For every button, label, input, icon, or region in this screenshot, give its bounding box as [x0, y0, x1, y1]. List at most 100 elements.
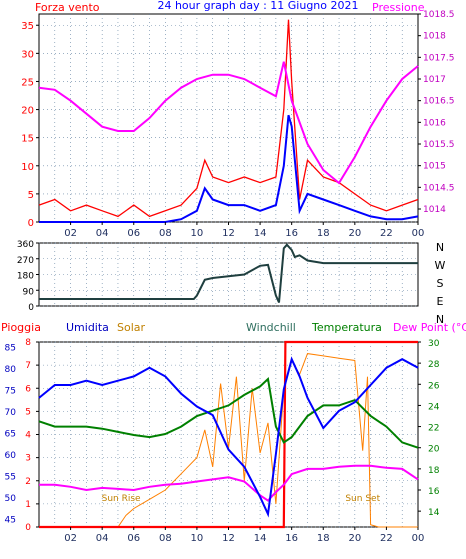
bottom-x-tick-label: 20: [348, 533, 361, 544]
humidity-y-tick-label: 65: [5, 429, 16, 439]
wind-x-tick-label: 20: [348, 228, 361, 239]
temp-y-tick-label: 18: [428, 466, 440, 476]
temp-y-tick-label: 16: [428, 487, 440, 497]
humidity-y-tick-label: 80: [5, 365, 17, 375]
humidity-y-tick-label: 75: [5, 386, 16, 396]
wind-gust-series-line: [38, 19, 419, 218]
pressure-y-tick-label: 1014.5: [423, 183, 455, 193]
rain-y-tick-label: 0: [25, 523, 31, 533]
wind-x-tick-label: 08: [159, 228, 172, 239]
temp-y-tick-label: 24: [428, 402, 440, 412]
wind-y-tick-label: 15: [21, 134, 34, 145]
wind-y-tick-label: 25: [21, 77, 34, 88]
rain-y-tick-label: 2: [25, 477, 31, 487]
temp-y-tick-label: 26: [428, 381, 440, 391]
bottom-x-tick-label: 08: [159, 533, 172, 544]
pressure-y-tick-label: 1016.5: [423, 97, 455, 107]
rain-humidity-temp-panel: 8765432108580757065605550453028262422201…: [5, 338, 440, 544]
rain-y-tick-label: 1: [25, 500, 31, 510]
wind-y-tick-label: 30: [21, 49, 34, 60]
compass-label: N: [436, 241, 444, 254]
wind-x-tick-label: 02: [64, 228, 77, 239]
dewpoint-series-line: [39, 464, 419, 502]
wind-y-tick-label: 20: [21, 106, 34, 117]
rain-y-tick-label: 3: [25, 454, 31, 464]
temp-y-tick-label: 22: [428, 424, 439, 434]
pressure-y-tick-label: 1016: [423, 118, 446, 128]
sunset-annotation: Sun Set: [345, 494, 380, 504]
temp-y-tick-label: 30: [428, 339, 440, 349]
wind-y-tick-label: 0: [28, 218, 34, 229]
humidity-axis-title: Umidita: [66, 321, 109, 334]
wind-direction-series-line: [39, 243, 418, 303]
bottom-x-tick-label: 14: [254, 533, 267, 544]
temp-y-tick-label: 20: [428, 445, 440, 455]
rain-y-tick-label: 5: [25, 407, 31, 417]
wind-x-tick-label: 10: [191, 228, 204, 239]
bottom-x-tick-label: 04: [96, 533, 109, 544]
compass-label: E: [437, 295, 444, 308]
wind-x-tick-label: 22: [380, 228, 393, 239]
wind-x-tick-label: 16: [285, 228, 298, 239]
pressure-y-tick-label: 1017: [423, 75, 446, 85]
humidity-y-tick-label: 45: [5, 515, 16, 525]
compass-label: N: [436, 313, 444, 326]
temp-y-tick-label: 14: [428, 508, 440, 518]
sunrise-annotation: Sun Rise: [102, 494, 141, 504]
pressure-y-tick-label: 1014: [423, 205, 446, 215]
humidity-y-tick-label: 85: [5, 343, 16, 353]
bottom-x-tick-label: 10: [191, 533, 204, 544]
wind-y-tick-label: 35: [21, 21, 34, 32]
temperature-axis-title: Temperatura: [311, 321, 382, 334]
direction-y-tick-label: 0: [28, 303, 34, 313]
wind-x-tick-label: 14: [254, 228, 267, 239]
bottom-x-tick-label: 22: [380, 533, 393, 544]
wind-axis-title: Forza vento: [35, 1, 100, 14]
rain-series-line: [39, 340, 418, 529]
humidity-y-tick-label: 50: [5, 494, 17, 504]
windchill-axis-title: Windchill: [246, 321, 296, 334]
bottom-x-tick-label: 16: [285, 533, 298, 544]
wind-y-tick-label: 5: [28, 190, 34, 201]
compass-label: W: [435, 259, 446, 272]
compass-label: S: [437, 277, 444, 290]
humidity-y-tick-label: 60: [5, 451, 17, 461]
pressure-series-line: [38, 61, 419, 185]
humidity-y-tick-label: 70: [5, 408, 17, 418]
pressure-y-tick-label: 1018: [423, 32, 446, 42]
rain-y-tick-label: 7: [25, 361, 31, 371]
rain-axis-title: Pioggia: [1, 321, 41, 334]
rain-y-tick-label: 4: [25, 431, 31, 441]
bottom-x-tick-label: 18: [317, 533, 330, 544]
solar-axis-title: Solar: [117, 321, 146, 334]
rain-y-tick-label: 6: [25, 384, 31, 394]
wind-x-tick-label: 12: [222, 228, 235, 239]
direction-y-tick-label: 270: [17, 256, 34, 266]
dewpoint-axis-title: Dew Point (°C): [393, 321, 466, 334]
wind-pressure-panel: 35 30 25 20 15 10 5 0 1018.5 1018 1017.5 1017 1016.5…: [21, 10, 454, 239]
bottom-x-tick-label: 12: [222, 533, 235, 544]
pressure-y-tick-label: 1018.5: [423, 10, 455, 20]
temperature-series-line: [38, 376, 419, 449]
wind-x-tick-label: 04: [96, 228, 109, 239]
direction-y-tick-label: 90: [23, 287, 35, 297]
pressure-y-tick-label: 1015.5: [423, 140, 455, 150]
humidity-series-line: [38, 356, 419, 518]
pressure-y-tick-label: 1017.5: [423, 53, 455, 63]
humidity-y-tick-label: 55: [5, 472, 16, 482]
direction-y-tick-label: 180: [17, 272, 34, 282]
temp-y-tick-label: 28: [428, 360, 440, 370]
bottom-x-tick-label: 02: [64, 533, 77, 544]
pressure-y-tick-label: 1015: [423, 162, 446, 172]
bottom-x-tick-label: 06: [127, 533, 140, 544]
direction-y-tick-label: 360: [17, 240, 34, 250]
wind-x-tick-label: 00: [412, 228, 425, 239]
bottom-x-tick-label: 00: [412, 533, 425, 544]
rain-y-tick-label: 8: [25, 338, 31, 348]
chart-title: 24 hour graph day : 11 Giugno 2021: [157, 0, 358, 12]
wind-x-tick-label: 06: [127, 228, 140, 239]
solar-series-line: [39, 353, 418, 528]
pressure-axis-title: Pressione: [372, 1, 425, 14]
